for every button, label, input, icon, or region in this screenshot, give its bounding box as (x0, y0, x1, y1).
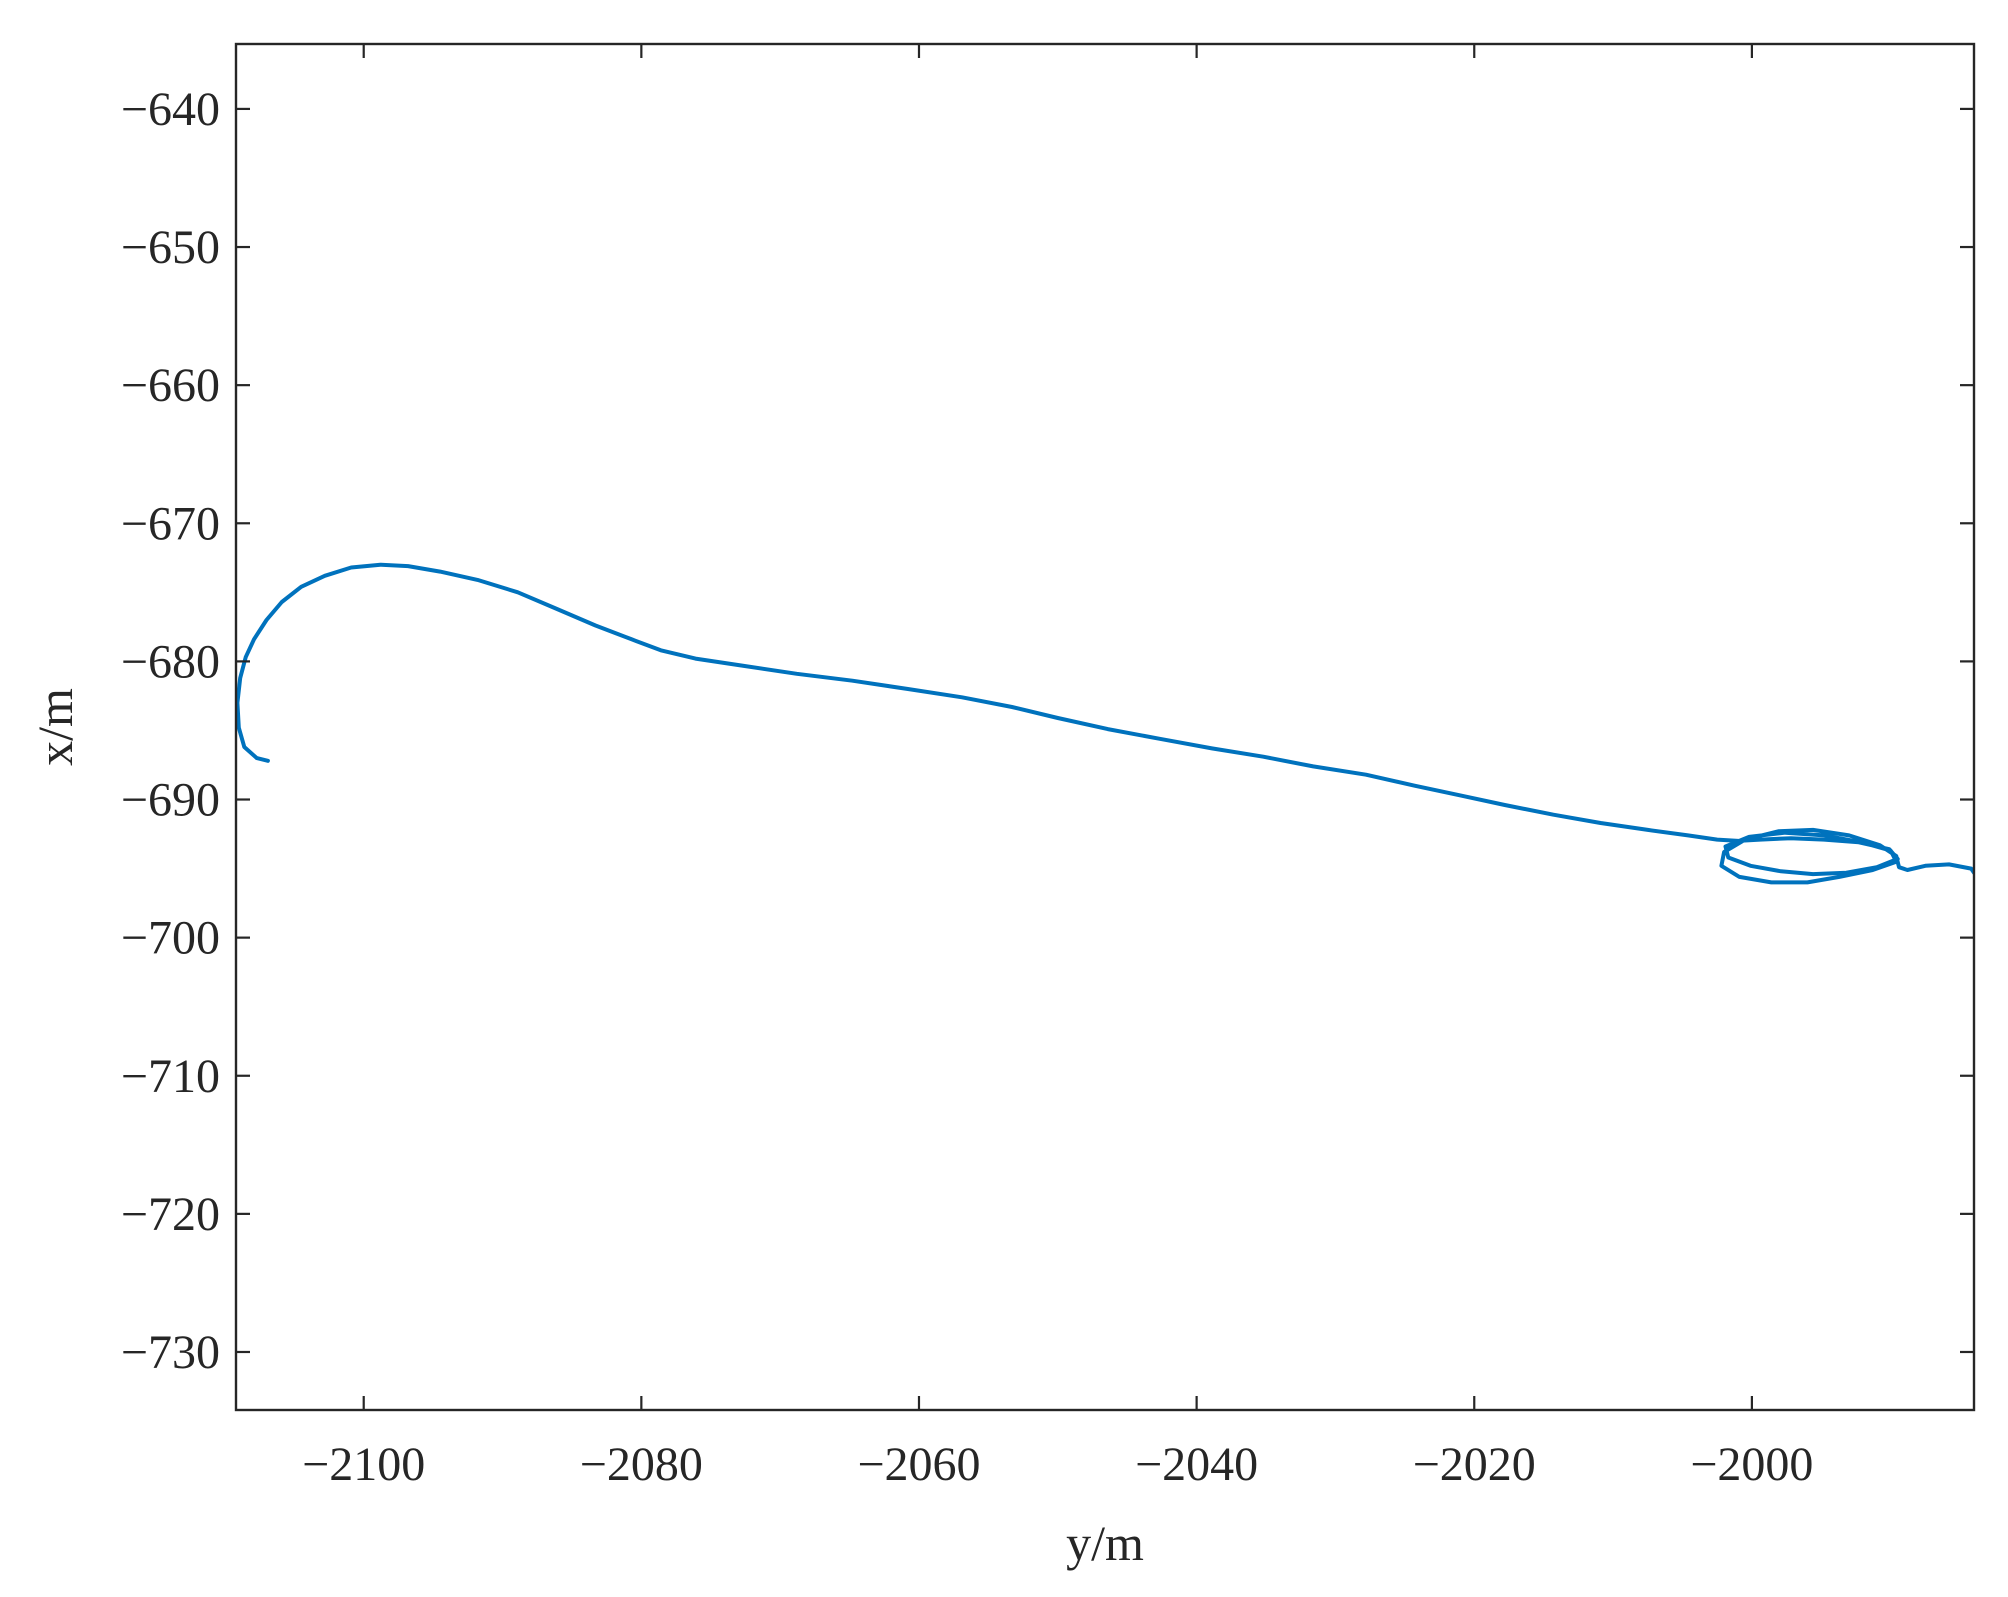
x-axis-ticks: −2100 −2080 −2060 −2040 −2020 −2000 (302, 44, 1813, 1491)
y-tick-label: −710 (121, 1050, 220, 1103)
y-tick-label: −700 (121, 912, 220, 965)
y-axis-label: x/m (27, 688, 83, 766)
y-tick-label: −730 (121, 1326, 220, 1379)
x-tick-label: −2100 (302, 1438, 425, 1491)
y-tick-label: −640 (121, 83, 220, 136)
y-tick-label: −650 (121, 221, 220, 274)
series-line-0 (236, 562, 1974, 885)
plot-area (236, 562, 1974, 885)
y-tick-label: −670 (121, 497, 220, 550)
x-tick-label: −2080 (580, 1438, 703, 1491)
x-tick-label: −2020 (1413, 1438, 1536, 1491)
y-axis-ticks: −640 −650 −660 −670 −680 −690 −700 −710 −720 −730 (121, 83, 1974, 1379)
y-tick-label: −680 (121, 635, 220, 688)
y-tick-label: −690 (121, 774, 220, 827)
x-axis-label: y/m (1066, 1515, 1144, 1571)
y-tick-label: −660 (121, 359, 220, 412)
x-tick-label: −2040 (1135, 1438, 1258, 1491)
x-tick-label: −2000 (1690, 1438, 1813, 1491)
y-tick-label: −720 (121, 1188, 220, 1241)
x-tick-label: −2060 (857, 1438, 980, 1491)
axes-frame (234, 42, 1976, 1412)
